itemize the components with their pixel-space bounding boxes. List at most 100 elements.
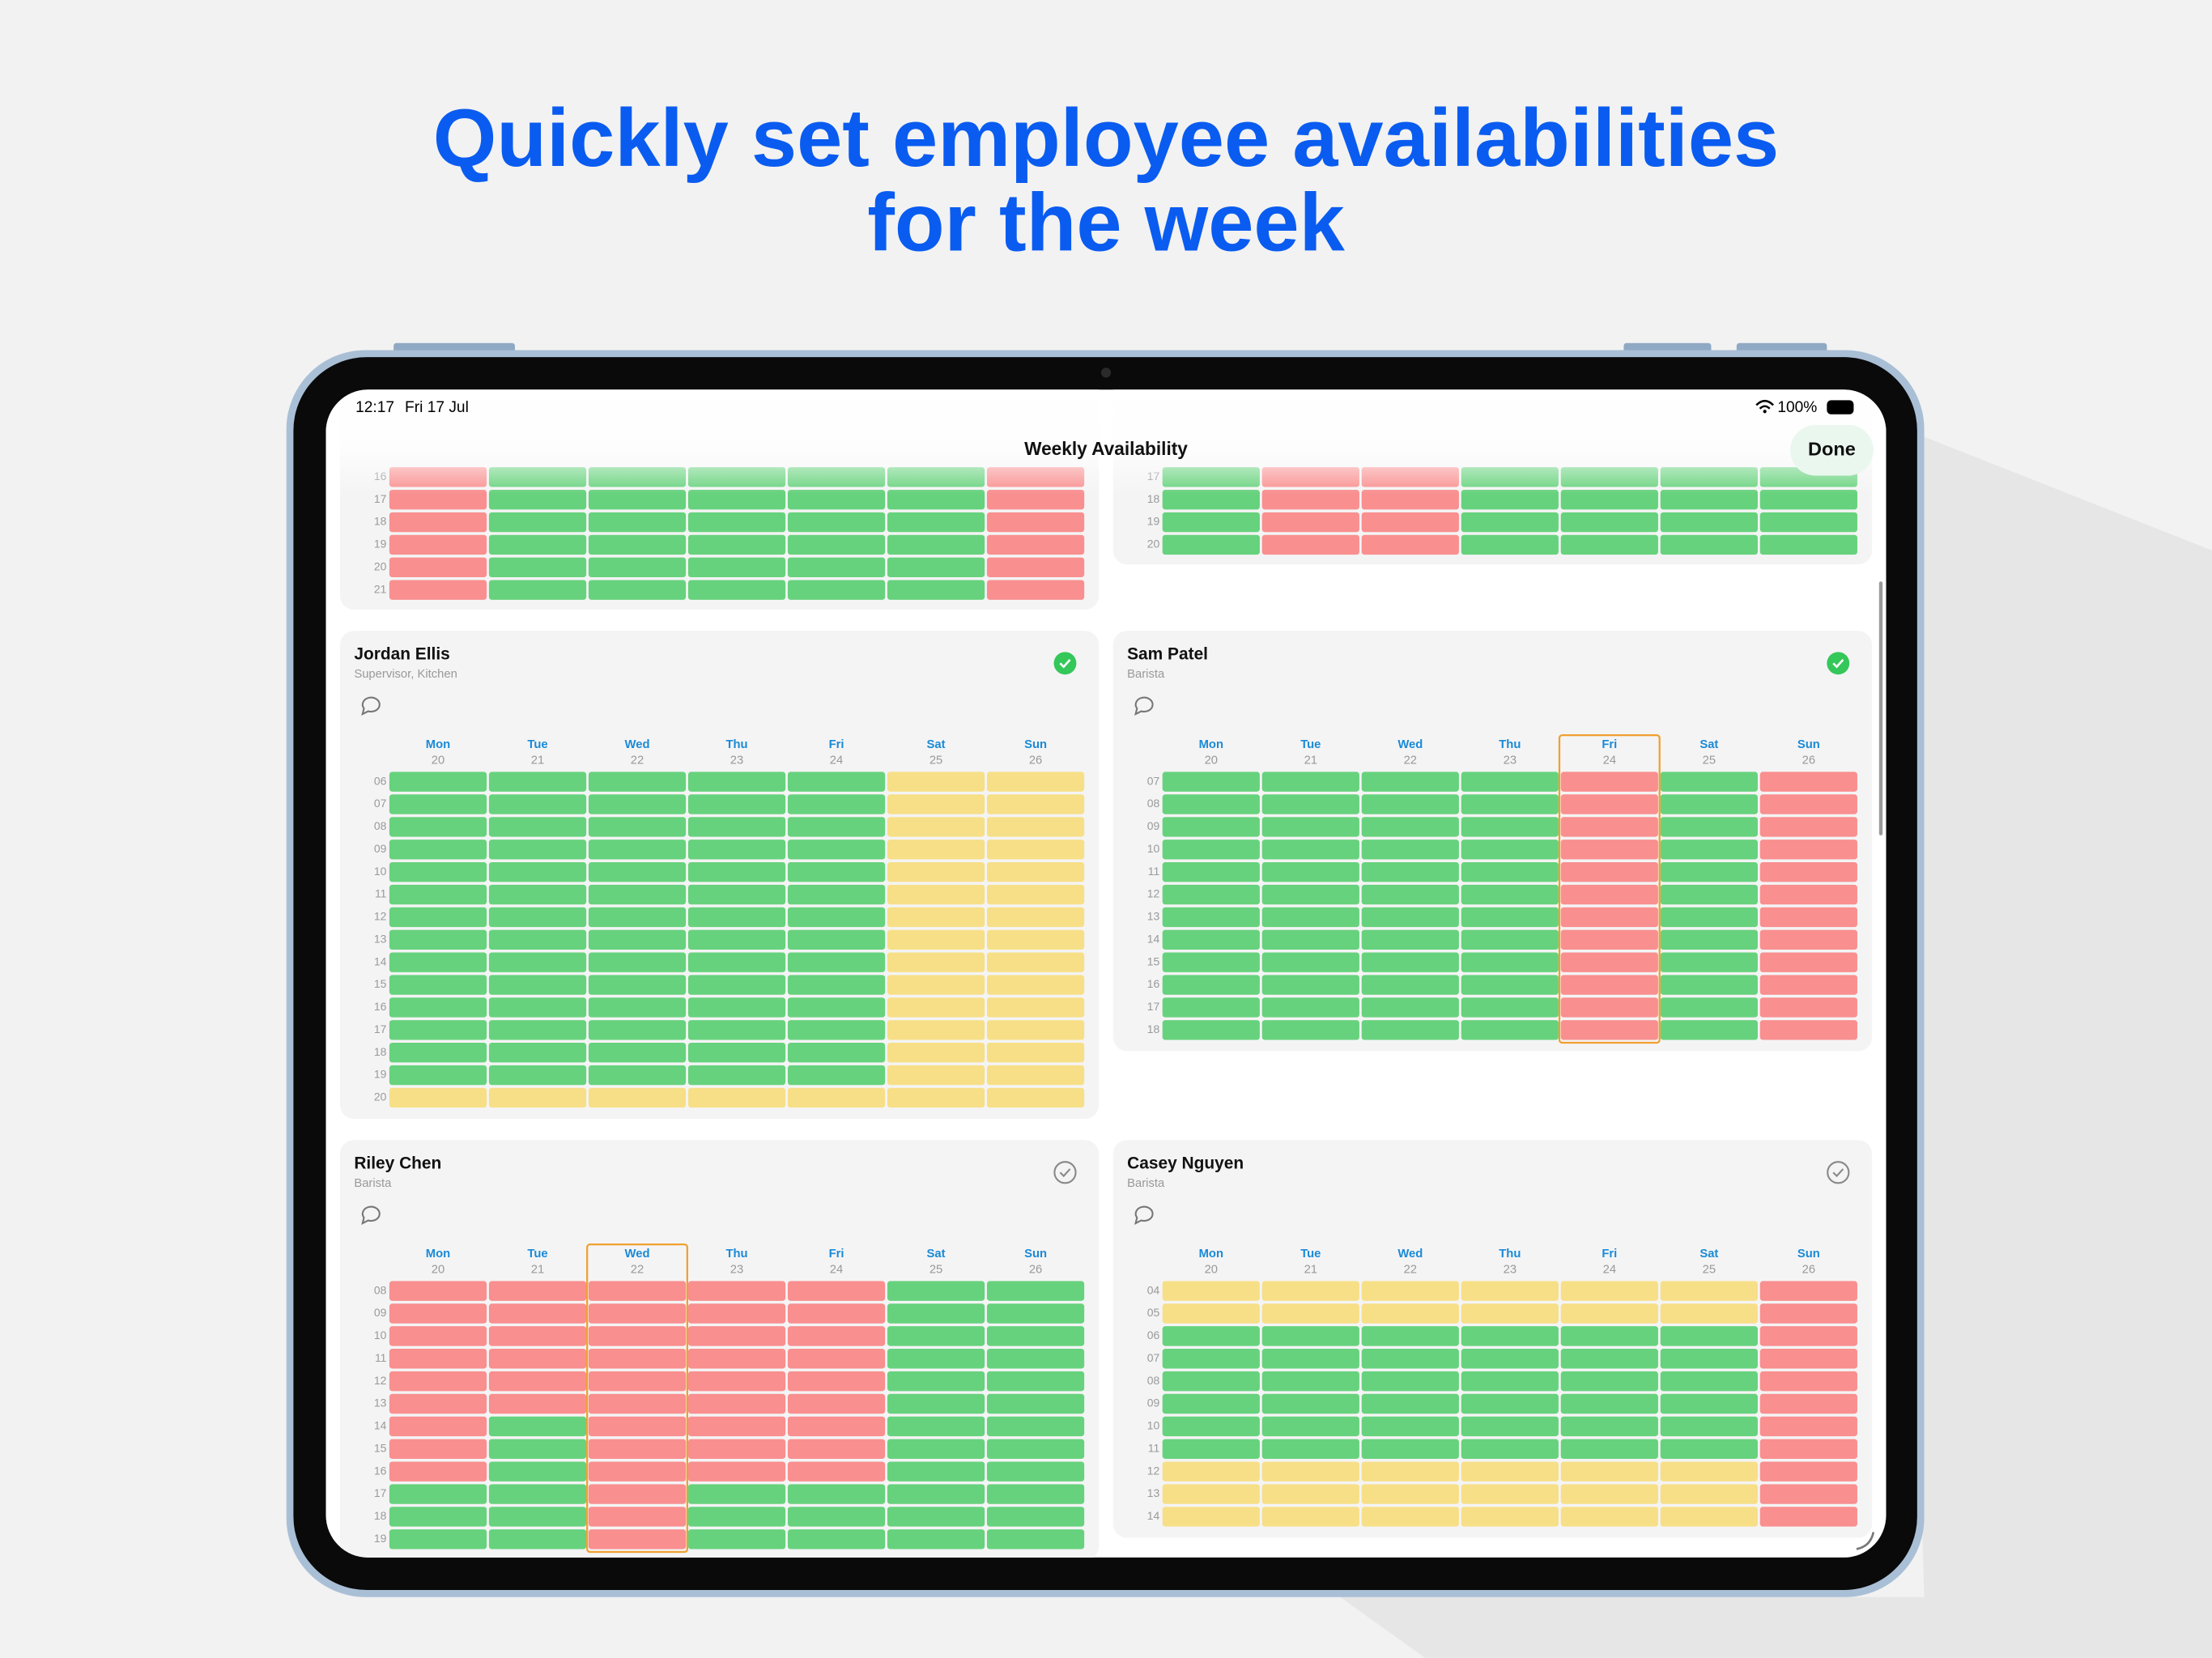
- availability-cell: [1560, 907, 1658, 928]
- done-label[interactable]: Done: [1808, 438, 1856, 459]
- availability-cell: [1560, 1326, 1658, 1346]
- availability-cell: [887, 1020, 985, 1040]
- availability-cell: [986, 997, 1085, 1018]
- confirm-icon: [1053, 1161, 1077, 1184]
- availability-cell: [1261, 1303, 1359, 1324]
- day-label: Fri: [1602, 1248, 1617, 1261]
- day-label: Sun: [1797, 1248, 1820, 1261]
- availability-cell: [488, 1042, 587, 1063]
- availability-cell: [1759, 952, 1857, 972]
- availability-cell: [887, 817, 985, 837]
- availability-cell: [887, 884, 985, 905]
- hour-label: 08: [1147, 797, 1160, 810]
- date-label: 25: [1703, 754, 1716, 767]
- done-button[interactable]: [1790, 424, 1874, 476]
- availability-cell: [1759, 772, 1857, 792]
- hour-label: 09: [1147, 819, 1160, 832]
- hour-label: 05: [1147, 1306, 1160, 1319]
- availability-cell: [986, 817, 1085, 837]
- availability-cell: [389, 907, 487, 928]
- availability-cell: [687, 1439, 786, 1459]
- day-label: Wed: [625, 1248, 650, 1261]
- day-label: Mon: [426, 1248, 450, 1261]
- date-label: 24: [830, 1263, 843, 1276]
- hour-label: 06: [374, 774, 387, 787]
- availability-cell: [1660, 489, 1758, 510]
- availability-cell: [488, 489, 587, 510]
- hour-label: 17: [374, 1486, 387, 1499]
- availability-cell: [389, 1042, 487, 1063]
- availability-cell: [588, 1020, 687, 1040]
- availability-cell: [1261, 512, 1359, 533]
- date-label: 26: [1029, 1263, 1042, 1276]
- availability-cell: [588, 1393, 687, 1414]
- availability-cell: [488, 1461, 587, 1482]
- availability-cell: [1361, 794, 1459, 814]
- availability-cell: [1560, 772, 1658, 792]
- availability-cell: [787, 840, 886, 860]
- day-label: Sat: [927, 1248, 946, 1261]
- availability-cell: [1162, 1281, 1260, 1301]
- availability-cell: [1461, 997, 1559, 1018]
- availability-cell: [588, 512, 687, 533]
- availability-cell: [588, 997, 687, 1018]
- availability-cell: [488, 840, 587, 860]
- availability-cell: [1361, 1507, 1459, 1527]
- availability-cell: [887, 1371, 985, 1392]
- availability-cell: [1162, 1461, 1260, 1482]
- availability-cell: [1261, 1439, 1359, 1459]
- availability-cell: [1261, 794, 1359, 814]
- availability-cell: [687, 907, 786, 928]
- availability-cell: [687, 1416, 786, 1437]
- availability-cell: [1560, 1507, 1658, 1527]
- availability-cell: [687, 861, 786, 882]
- availability-cell: [787, 1461, 886, 1482]
- availability-cell: [1261, 1371, 1359, 1392]
- availability-cell: [1759, 512, 1857, 533]
- availability-cell: [887, 1393, 985, 1414]
- hour-label: 09: [1147, 1397, 1160, 1409]
- availability-cell: [1261, 1349, 1359, 1369]
- availability-cell: [1261, 975, 1359, 995]
- availability-cell: [687, 1484, 786, 1504]
- availability-cell: [1560, 1439, 1658, 1459]
- day-label: Mon: [426, 738, 450, 751]
- availability-cell: [787, 512, 886, 533]
- availability-cell: [787, 580, 886, 600]
- availability-cell: [1461, 1371, 1559, 1392]
- availability-cell: [488, 772, 587, 792]
- date-label: 21: [1304, 1263, 1317, 1276]
- day-label: Thu: [725, 738, 747, 751]
- availability-cell: [1560, 489, 1658, 510]
- date-label: 20: [1205, 754, 1218, 767]
- availability-cell: [588, 1042, 687, 1063]
- date-label: 26: [1029, 754, 1042, 767]
- availability-cell: [1261, 1326, 1359, 1346]
- availability-cell: [787, 997, 886, 1018]
- availability-cell: [588, 534, 687, 555]
- availability-cell: [687, 1529, 786, 1550]
- status-date: Fri 17 Jul: [405, 399, 469, 416]
- availability-cell: [887, 580, 985, 600]
- date-label: 22: [1404, 754, 1417, 767]
- availability-cell: [588, 1529, 687, 1550]
- availability-cell: [588, 1439, 687, 1459]
- availability-cell: [1461, 772, 1559, 792]
- availability-cell: [1162, 1326, 1260, 1346]
- hour-label: 06: [1147, 1329, 1160, 1341]
- hour-label: 11: [375, 1351, 387, 1364]
- employee-name: Riley Chen: [354, 1154, 441, 1172]
- availability-cell: [986, 1507, 1085, 1527]
- hour-label: 17: [374, 1022, 387, 1035]
- availability-cell: [1759, 1484, 1857, 1504]
- availability-cell: [986, 1529, 1085, 1550]
- availability-cell: [389, 975, 487, 995]
- availability-cell: [1759, 1371, 1857, 1392]
- availability-cell: [1759, 1303, 1857, 1324]
- availability-cell: [1560, 952, 1658, 972]
- availability-cell: [488, 929, 587, 950]
- availability-cell: [1560, 1303, 1658, 1324]
- availability-cell: [1660, 1439, 1758, 1459]
- availability-cell: [1461, 907, 1559, 928]
- availability-cell: [787, 489, 886, 510]
